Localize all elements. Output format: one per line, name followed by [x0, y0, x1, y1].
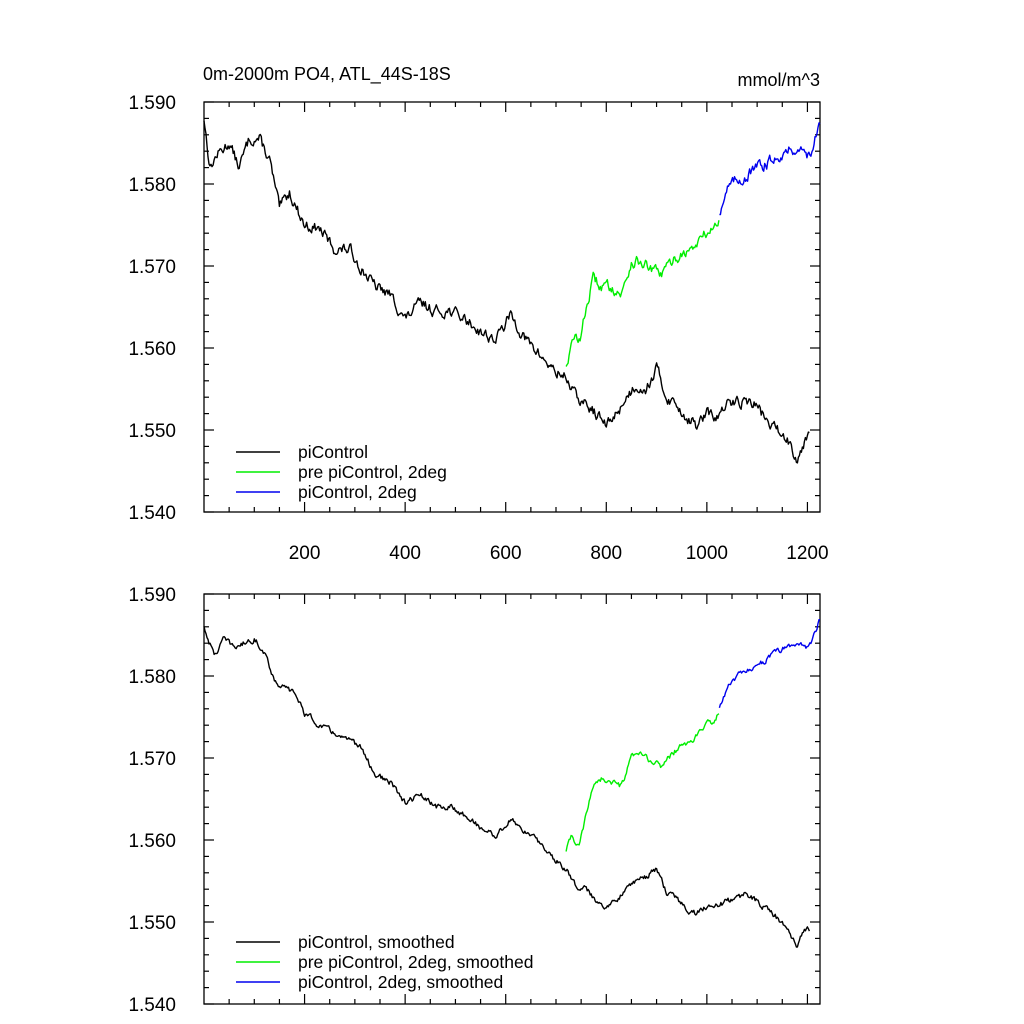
- x-tick-label: 200: [289, 543, 321, 564]
- y-tick-label: 1.550: [128, 913, 176, 934]
- y-tick-label: 1.570: [128, 257, 176, 278]
- plot-frame: [203, 101, 821, 513]
- y-tick-label: 1.550: [128, 421, 176, 442]
- y-tick-label: 1.540: [128, 995, 176, 1016]
- legend-label: piControl, smoothed: [298, 932, 455, 952]
- legend-label: pre piControl, 2deg: [298, 462, 447, 482]
- x-tick-label: 1200: [786, 543, 828, 564]
- y-tick-label: 1.590: [128, 93, 176, 114]
- series-line-0: [203, 626, 811, 948]
- x-tick-label: 600: [490, 543, 522, 564]
- y-tick-label: 1.570: [128, 749, 176, 770]
- series-line-2: [719, 122, 821, 216]
- y-tick-label: 1.580: [128, 667, 176, 688]
- legend-label: piControl, 2deg, smoothed: [298, 972, 503, 992]
- series-line-1: [565, 220, 720, 367]
- top-panel: 0m-2000m PO4, ATL_44S-18S mmol/m^3 200 40…: [128, 64, 828, 564]
- units-label: mmol/m^3: [738, 70, 820, 90]
- legend-label: piControl, 2deg: [298, 482, 417, 502]
- bottom-panel: 1.540 1.550 1.560 1.570 1.580 1.590 piControl,…: [128, 585, 821, 1016]
- y-tick-label: 1.560: [128, 831, 176, 852]
- y-tick-label: 1.580: [128, 175, 176, 196]
- y-tick-label: 1.540: [128, 503, 176, 524]
- series-line-2: [718, 619, 821, 708]
- x-tick-label: 400: [389, 543, 421, 564]
- chart-title: 0m-2000m PO4, ATL_44S-18S: [203, 64, 451, 85]
- y-tick-label: 1.590: [128, 585, 176, 606]
- x-tick-label: 800: [590, 543, 622, 564]
- legend-label: piControl: [298, 442, 368, 462]
- legend-label: pre piControl, 2deg, smoothed: [298, 952, 533, 972]
- series-line-1: [565, 713, 720, 852]
- plot-frame: [203, 593, 821, 1005]
- x-tick-label: 1000: [686, 543, 728, 564]
- series-line-0: [203, 120, 810, 464]
- y-tick-label: 1.560: [128, 339, 176, 360]
